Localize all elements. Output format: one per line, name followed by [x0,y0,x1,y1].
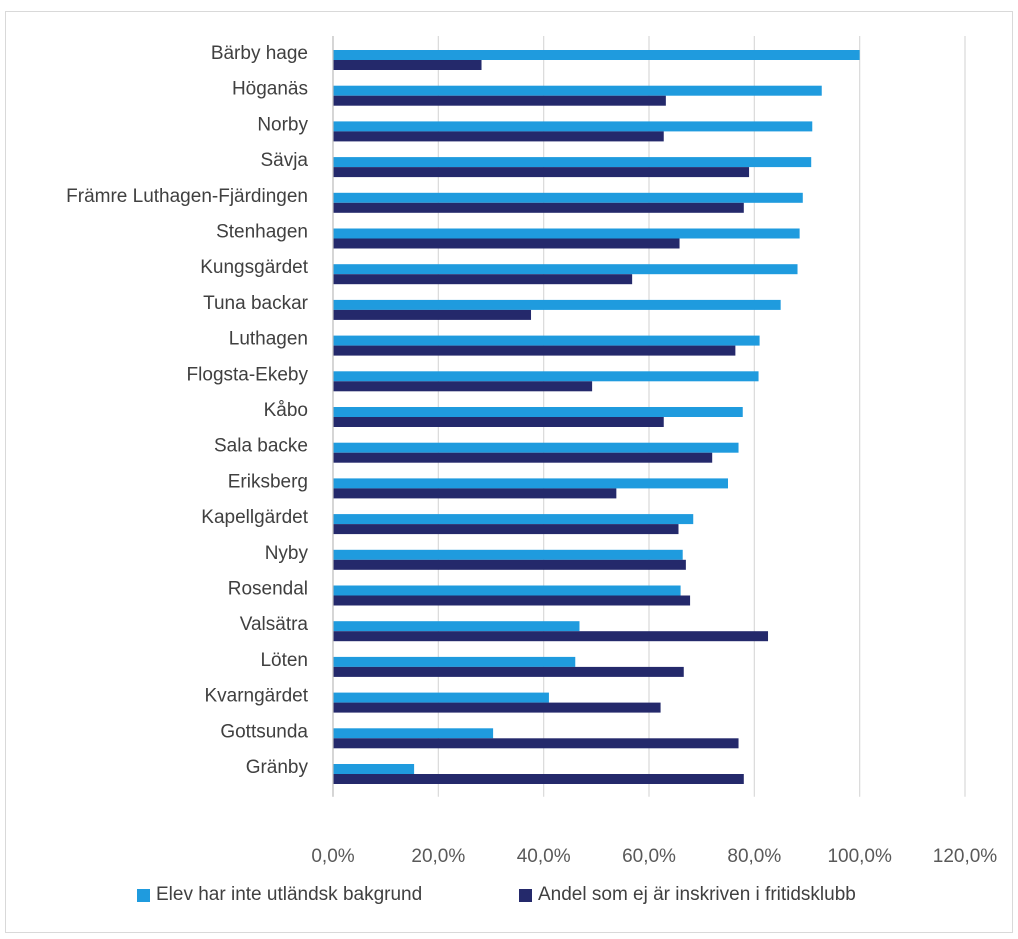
bar-series-2 [333,274,633,285]
bar-series-1 [333,407,743,417]
y-category-label: Kapellgärdet [201,507,308,528]
bar-series-1 [333,442,739,453]
legend-item-series-2: Andel som ej är inskriven i fritidsklubb [519,884,856,906]
bar-series-2 [333,631,769,642]
bar-series-2 [333,167,750,178]
bar-series-1 [333,549,683,560]
x-tick-label: 120,0% [933,846,998,867]
bar-series-2 [333,60,482,70]
y-category-label: Gränby [246,757,309,778]
legend-swatch-series-1 [137,888,150,902]
bar-series-1 [333,121,813,132]
y-category-label: Sala backe [214,436,308,457]
bar-series-1 [333,85,822,96]
bar-series-2 [333,95,666,106]
y-category-label: Främre Luthagen-Fjärdingen [66,186,308,207]
y-category-label: Rosendal [228,579,308,600]
bar-series-2 [333,238,680,249]
bar-series-2 [333,524,679,535]
bar-series-1 [333,50,860,60]
y-category-label: Kungsgärdet [200,257,308,278]
bar-series-1 [333,692,549,703]
bar-series-1 [333,299,781,310]
bar-series-2 [333,488,617,499]
y-category-label: Sävja [260,150,308,171]
bar-series-2 [333,131,664,142]
bar-series-1 [333,656,576,667]
bar-series-2 [333,202,744,213]
bar-series-2 [333,452,713,463]
bar-series-1 [333,478,728,489]
x-tick-label: 40,0% [517,846,571,867]
y-category-label: Gottsunda [220,721,308,742]
bar-series-2 [333,559,686,570]
x-tick-label: 0,0% [311,846,354,867]
bar-series-2 [333,702,661,713]
bar-series-1 [333,264,798,275]
bar-series-1 [333,335,760,346]
chart-frame [5,11,1013,933]
y-category-label: Kåbo [264,400,308,421]
bar-series-1 [333,585,681,596]
y-category-label: Eriksberg [228,471,308,492]
bar-series-1 [333,621,580,632]
bar-series-2 [333,738,739,749]
bar-series-1 [333,764,415,774]
y-category-label: Valsätra [240,614,309,635]
bar-series-2 [333,595,691,606]
bar-series-1 [333,157,812,168]
y-category-label: Luthagen [229,329,308,350]
legend-label-series-1: Elev har inte utländsk bakgrund [156,884,423,905]
bar-series-1 [333,192,803,203]
bar-series-2 [333,666,684,677]
legend-label-series-2: Andel som ej är inskriven i fritidsklubb [538,884,856,905]
bar-chart: 0,0% 20,0% 40,0% 60,0% 80,0% 100,0% 120,0% Bärb… [66,36,998,867]
bar-series-2 [333,345,736,356]
legend-item-series-1: Elev har inte utländsk bakgrund [137,884,422,906]
bar-series-1 [333,228,800,239]
x-tick-label: 80,0% [727,846,781,867]
bar-series-1 [333,514,694,525]
legend-swatch-series-2 [519,888,532,902]
bar-series-1 [333,371,759,382]
y-category-label: Bärby hage [211,43,308,64]
bar-series-2 [333,381,593,392]
bar-series-2 [333,774,744,784]
bar-series-2 [333,309,532,320]
y-category-label: Löten [260,650,308,671]
y-category-label: Norby [257,114,308,135]
x-tick-label: 20,0% [411,846,465,867]
bar-series-1 [333,728,494,739]
x-tick-label: 100,0% [827,846,892,867]
y-category-label: Stenhagen [216,222,308,243]
x-tick-label: 60,0% [622,846,676,867]
legend: Elev har inte utländsk bakgrund Andel so… [0,884,1018,914]
bar-series-2 [333,417,664,427]
y-category-label: Höganäs [232,79,308,100]
y-category-label: Tuna backar [203,293,309,314]
y-category-label: Nyby [265,543,309,564]
y-category-label: Kvarngärdet [204,686,308,707]
y-category-label: Flogsta-Ekeby [187,364,309,385]
